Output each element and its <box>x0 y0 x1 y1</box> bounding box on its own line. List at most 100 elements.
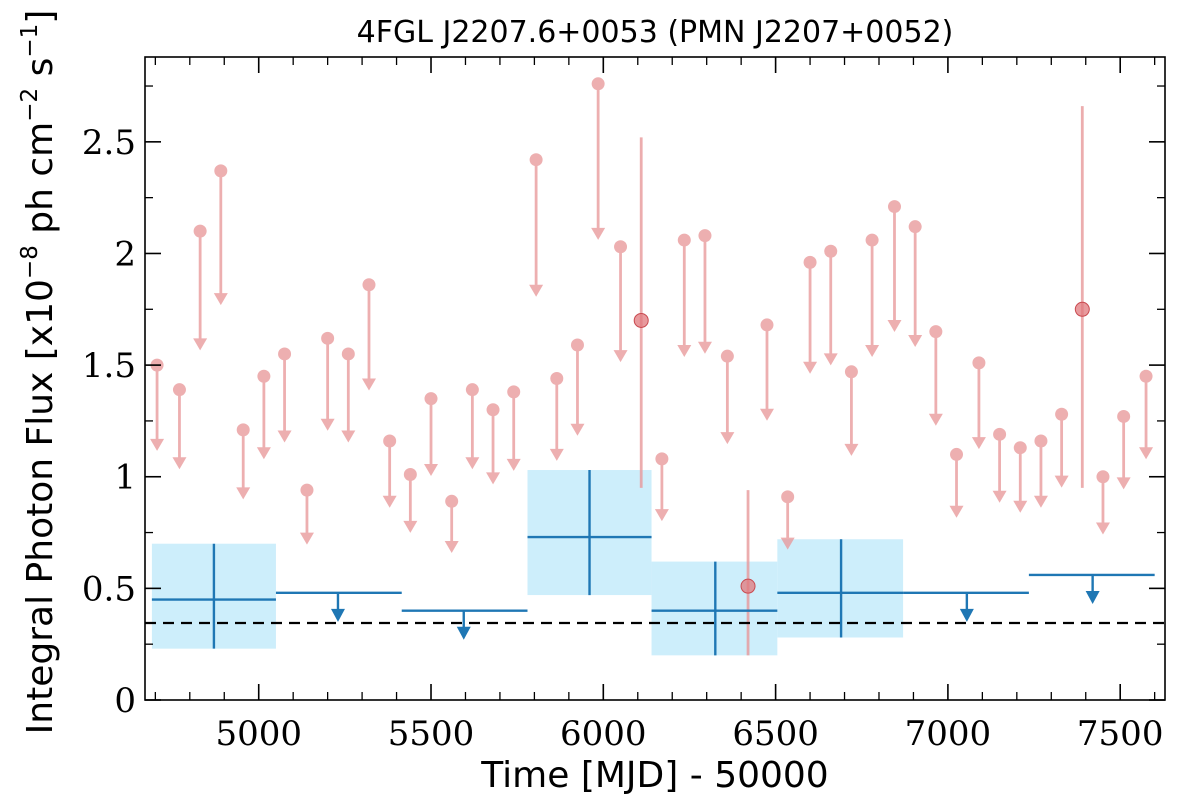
fine-ul-marker-39 <box>1013 441 1027 455</box>
fine-ul-marker-27 <box>760 318 774 332</box>
fine-ul-arrow-41 <box>1054 475 1069 488</box>
fine-ul-arrow-16 <box>486 472 501 485</box>
fine-ul-arrow-6 <box>277 430 292 443</box>
fine-upper-limit-26 <box>720 349 735 445</box>
fine-ul-arrow-15 <box>465 457 480 470</box>
coarse-ul-arrow-3 <box>1085 590 1100 604</box>
y-tick-label-5: 2.5 <box>82 123 136 163</box>
fine-bin-points <box>150 77 1154 656</box>
fine-upper-limit-28 <box>780 490 795 550</box>
coarse-detection-3 <box>777 539 904 638</box>
coarse-detection-0 <box>151 543 276 649</box>
fine-upper-limit-41 <box>1054 407 1069 488</box>
coarse-ul-arrow-1 <box>456 626 471 640</box>
fine-ul-marker-31 <box>844 365 858 379</box>
fine-ul-marker-41 <box>1055 407 1069 421</box>
fine-ul-marker-25 <box>698 229 712 243</box>
y-ticks: 0 0.5 1 1.5 2 2.5 <box>82 85 1165 721</box>
fine-ul-marker-2 <box>193 224 207 238</box>
fine-ul-marker-16 <box>486 403 500 417</box>
fine-ul-arrow-37 <box>971 437 986 450</box>
fine-ul-arrow-36 <box>949 505 964 518</box>
fine-ul-marker-1 <box>172 383 186 397</box>
fine-upper-limit-39 <box>1013 441 1028 513</box>
fine-ul-marker-38 <box>993 427 1007 441</box>
fine-ul-arrow-31 <box>844 443 859 456</box>
fine-ul-marker-22 <box>614 240 628 254</box>
coarse-upper-limit-3 <box>1028 573 1155 604</box>
fine-ul-marker-40 <box>1034 434 1048 448</box>
fine-det-marker-2 <box>1074 301 1090 317</box>
fine-ul-arrow-34 <box>908 335 923 348</box>
fine-ul-marker-30 <box>824 244 838 258</box>
fine-ul-arrow-25 <box>697 341 712 354</box>
fine-ul-arrow-40 <box>1033 495 1048 508</box>
fine-upper-limit-5 <box>256 369 271 460</box>
fine-ul-arrow-1 <box>172 457 187 470</box>
fine-ul-marker-5 <box>257 369 271 383</box>
fine-upper-limit-6 <box>277 347 292 443</box>
x-tick-label-4: 7000 <box>905 714 992 754</box>
fine-ul-arrow-24 <box>677 345 692 358</box>
fine-ul-arrow-0 <box>150 438 165 451</box>
fine-upper-limit-20 <box>570 338 585 436</box>
fine-upper-limit-8 <box>320 331 335 431</box>
fine-ul-arrow-20 <box>570 423 585 436</box>
y-axis-label-main: Integral Photon Flux [x10 <box>20 279 61 734</box>
fine-det-marker-1 <box>740 578 756 594</box>
fine-ul-arrow-38 <box>992 490 1007 503</box>
coarse-detection-1 <box>527 470 652 596</box>
fine-ul-marker-18 <box>529 153 543 167</box>
fine-upper-limit-4 <box>236 423 251 500</box>
fine-upper-limit-30 <box>823 244 838 366</box>
fine-upper-limit-32 <box>865 233 880 358</box>
fine-upper-limit-42 <box>1095 470 1110 535</box>
coarse-ul-arrow-2 <box>959 608 974 622</box>
fine-ul-arrow-35 <box>928 413 943 426</box>
fine-ul-arrow-9 <box>341 430 356 443</box>
x-ticks: 5000 5500 6000 6500 7000 7500 <box>154 57 1163 754</box>
x-tick-label-0: 5000 <box>215 714 302 754</box>
fine-ul-arrow-18 <box>529 284 544 297</box>
fine-ul-arrow-26 <box>720 432 735 445</box>
fine-upper-limit-34 <box>908 220 923 348</box>
fine-upper-limit-18 <box>529 153 544 297</box>
plot-frame <box>144 56 1166 701</box>
fine-ul-marker-14 <box>445 494 459 508</box>
y-tick-label-0: 0 <box>114 681 136 721</box>
fine-ul-marker-15 <box>465 383 479 397</box>
coarse-upper-limit-0 <box>275 591 402 622</box>
fine-det-marker-0 <box>633 312 649 328</box>
y-tick-label-4: 2 <box>114 234 136 274</box>
fine-upper-limit-23 <box>654 452 669 522</box>
fine-ul-arrow-19 <box>549 448 564 461</box>
x-tick-label-3: 6500 <box>732 714 819 754</box>
fine-ul-marker-10 <box>362 278 376 292</box>
fine-ul-marker-24 <box>677 233 691 247</box>
fine-upper-limit-36 <box>949 447 964 518</box>
fine-upper-limit-43 <box>1116 409 1131 490</box>
fine-ul-marker-33 <box>887 200 901 214</box>
fine-ul-arrow-23 <box>654 509 669 522</box>
fine-ul-marker-8 <box>321 331 335 345</box>
fine-ul-marker-29 <box>803 255 817 269</box>
coarse-bin-points <box>151 470 1155 656</box>
fine-ul-marker-23 <box>655 452 669 466</box>
fine-upper-limit-14 <box>444 494 459 553</box>
fine-ul-arrow-10 <box>361 378 376 391</box>
y-tick-label-1: 0.5 <box>82 569 136 609</box>
fine-ul-marker-17 <box>507 385 521 399</box>
fine-ul-arrow-33 <box>887 319 902 332</box>
fine-detection-0 <box>633 137 649 488</box>
fine-ul-arrow-44 <box>1139 447 1154 460</box>
fine-ul-marker-42 <box>1096 470 1110 484</box>
fine-upper-limit-0 <box>150 358 165 451</box>
fine-upper-limit-25 <box>697 229 712 354</box>
fine-ul-marker-20 <box>570 338 584 352</box>
fine-ul-arrow-5 <box>256 447 271 460</box>
fine-upper-limit-38 <box>992 427 1007 503</box>
fine-ul-arrow-39 <box>1013 500 1028 513</box>
x-axis-label: Time [MJD] - 50000 <box>480 755 828 796</box>
fine-ul-marker-32 <box>865 233 879 247</box>
fine-ul-marker-44 <box>1139 369 1153 383</box>
